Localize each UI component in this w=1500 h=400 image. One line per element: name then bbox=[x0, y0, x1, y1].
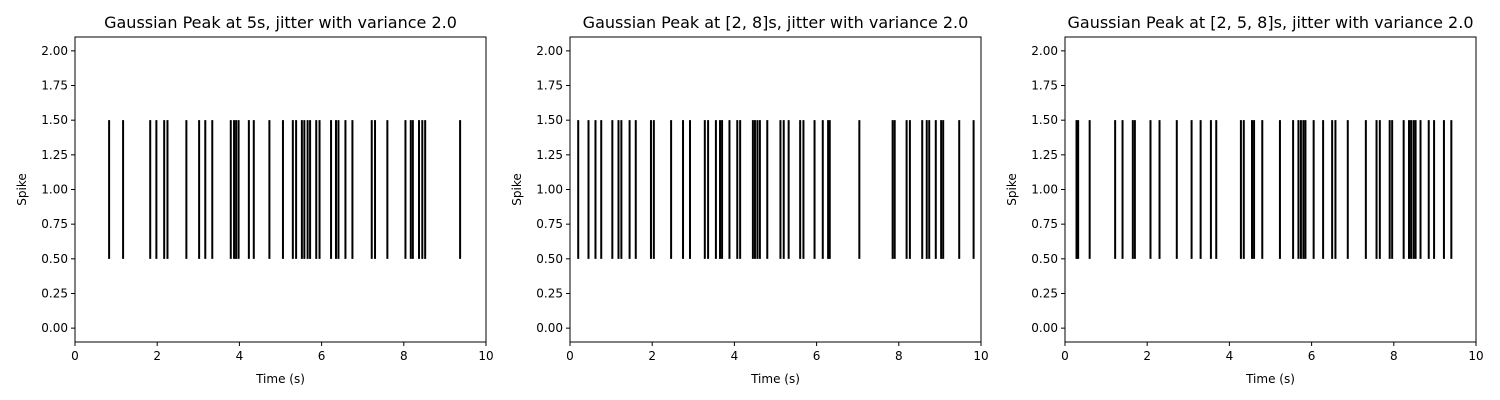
x-axis-label: Time (s) bbox=[750, 372, 800, 386]
y-tick-label: 0.75 bbox=[1031, 217, 1058, 231]
x-tick-label: 4 bbox=[731, 349, 739, 363]
y-axis-label: Spike bbox=[1005, 173, 1019, 205]
y-tick-label: 1.00 bbox=[1031, 183, 1058, 197]
axes-frame bbox=[569, 36, 982, 343]
chart-title: Gaussian Peak at [2, 5, 8]s, jitter with… bbox=[1068, 13, 1474, 32]
y-tick-label: 2.00 bbox=[41, 44, 68, 58]
x-tick-label: 10 bbox=[1468, 349, 1483, 363]
x-tick-label: 0 bbox=[71, 349, 79, 363]
y-tick-label: 0.25 bbox=[1031, 286, 1058, 300]
chart-panel-3: 0 2 4 6 8 10 0.00 0.25 0.50 0.75 1.00 1.25 1.50 1.75 2… bbox=[1005, 13, 1484, 386]
x-tick-label: 6 bbox=[1308, 349, 1316, 363]
x-tick-label: 6 bbox=[813, 349, 821, 363]
x-tick-label: 10 bbox=[478, 349, 493, 363]
x-tick-label: 2 bbox=[648, 349, 656, 363]
y-tick-label: 2.00 bbox=[536, 44, 563, 58]
x-tick-label: 6 bbox=[318, 349, 326, 363]
y-axis-label: Spike bbox=[510, 173, 524, 205]
x-tick-label: 8 bbox=[895, 349, 903, 363]
y-tick-label: 2.00 bbox=[1031, 44, 1058, 58]
y-tick-label: 1.75 bbox=[536, 79, 563, 93]
chart-title: Gaussian Peak at [2, 8]s, jitter with va… bbox=[583, 13, 969, 32]
y-tick-label: 0.25 bbox=[536, 286, 563, 300]
y-tick-label: 0.75 bbox=[41, 217, 68, 231]
y-tick-label: 1.00 bbox=[536, 183, 563, 197]
y-tick-label: 0.50 bbox=[1031, 252, 1058, 266]
x-tick-label: 10 bbox=[973, 349, 988, 363]
x-axis-label: Time (s) bbox=[255, 372, 305, 386]
y-tick-label: 1.75 bbox=[1031, 79, 1058, 93]
y-tick-label: 1.50 bbox=[1031, 113, 1058, 127]
spike-train bbox=[108, 120, 462, 259]
y-tick-label: 0.75 bbox=[536, 217, 563, 231]
x-axis-label: Time (s) bbox=[1245, 372, 1295, 386]
y-tick-label: 1.25 bbox=[1031, 148, 1058, 162]
chart-panel-1: 0 2 4 6 8 10 0.00 0.25 0.50 0.75 1.00 1.25 1.50 1.75 2… bbox=[15, 13, 494, 386]
y-tick-label: 1.50 bbox=[536, 113, 563, 127]
y-tick-label: 1.50 bbox=[41, 113, 68, 127]
x-tick-label: 0 bbox=[1061, 349, 1069, 363]
y-tick-label: 1.25 bbox=[536, 148, 563, 162]
x-tick-label: 0 bbox=[566, 349, 574, 363]
x-tick-label: 8 bbox=[400, 349, 408, 363]
y-axis-label: Spike bbox=[15, 173, 29, 205]
spike-train bbox=[577, 120, 975, 259]
y-tick-label: 1.00 bbox=[41, 183, 68, 197]
spike-train bbox=[1075, 120, 1453, 259]
chart-panel-2: 0 2 4 6 8 10 0.00 0.25 0.50 0.75 1.00 1.25 1.50 1.75 2… bbox=[510, 13, 989, 386]
x-tick-label: 2 bbox=[1143, 349, 1151, 363]
y-tick-label: 1.75 bbox=[41, 79, 68, 93]
y-tick-label: 0.00 bbox=[536, 321, 563, 335]
y-tick-label: 0.00 bbox=[41, 321, 68, 335]
y-tick-label: 1.25 bbox=[41, 148, 68, 162]
x-tick-label: 4 bbox=[236, 349, 244, 363]
y-tick-label: 0.50 bbox=[536, 252, 563, 266]
y-tick-label: 0.00 bbox=[1031, 321, 1058, 335]
chart-title: Gaussian Peak at 5s, jitter with varianc… bbox=[104, 13, 457, 32]
x-tick-label: 2 bbox=[153, 349, 161, 363]
y-tick-label: 0.50 bbox=[41, 252, 68, 266]
y-tick-label: 0.25 bbox=[41, 286, 68, 300]
x-tick-label: 8 bbox=[1390, 349, 1398, 363]
x-tick-label: 4 bbox=[1226, 349, 1234, 363]
